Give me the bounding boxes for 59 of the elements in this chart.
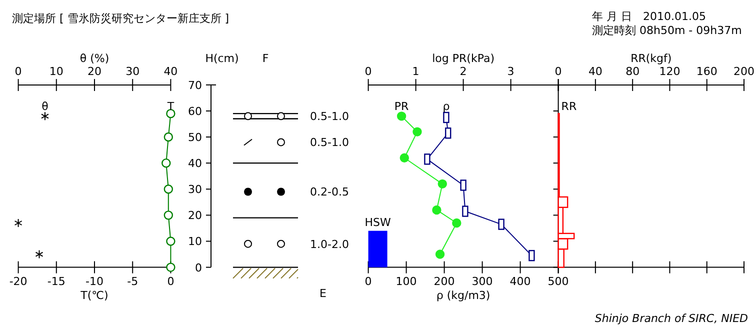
series-label: ρ [442,100,450,113]
y-tick-label: 20 [188,209,202,222]
chart-title: 測定場所 [ 雪氷防災研究センター新庄支所 ] [12,12,230,25]
text: 測定時刻 08h50m - 09h37m [592,24,742,37]
point [164,210,174,220]
text: 年 月 日 2010.01.05 [592,10,706,23]
x2-tick-label: 3 [507,65,514,78]
x-tick-label: -20 [9,275,28,288]
point [162,158,171,168]
text: 0.5-1.0 [310,110,349,124]
x-tick-label: 200 [734,65,754,78]
x-tick-label: 200 [434,275,455,288]
x2-tick-label: 1 [412,65,420,78]
x-tick-label: 40 [588,65,602,78]
x-tick-label: 0 [364,275,372,288]
x2-tick-label: 2 [460,65,467,78]
text: 1.0-2.0 [310,238,349,251]
x-tick-label: 400 [510,275,531,288]
series-label: RR [561,100,577,113]
text: 0.2-0.5 [310,186,349,199]
x-tick-label: 500 [548,275,569,288]
y-axis-title: H(cm) [205,52,239,65]
y-tick-label: 30 [188,183,202,196]
y-tick-label: 60 [188,104,202,118]
x-axis-title: RR(kgf) [630,52,672,65]
x2-tick-label: 10 [49,65,64,78]
x2-tick-label: 20 [88,65,102,78]
point [164,184,174,194]
x-tick-label: 300 [472,275,493,288]
y-tick-label: 50 [188,131,202,144]
y-tick-label: 10 [188,235,202,248]
x-tick-label: -15 [47,275,66,288]
point [166,262,176,272]
y-tick-label: 40 [188,157,202,170]
y-tick-label: 70 [188,78,202,92]
x-tick-label: -5 [127,275,138,288]
point [166,236,176,246]
text: 0.5-1.0 [310,136,349,150]
x-tick-label: 80 [626,65,640,78]
series-label: θ [42,100,49,113]
x-tick-label: 0 [554,65,562,78]
x-tick-label: 160 [696,65,718,78]
x2-tick-label: 30 [126,65,140,78]
text: Shinjo Branch of SIRC, NIED [594,312,748,325]
point [164,132,174,142]
x-axis-title: ρ (kg/m3) [436,289,490,302]
series-label: HSW [364,216,391,229]
x-tick-label: 0 [167,275,174,288]
x2-axis-title: θ (%) [80,52,110,65]
x-tick-label: 120 [659,65,680,78]
series-label: T [166,100,174,113]
text: F [262,52,269,65]
text: E [320,287,327,300]
x2-axis-title: log PR(kPa) [432,52,494,65]
x-tick-label: -10 [86,275,104,288]
series-label: PR [394,100,410,113]
y-tick-label: 0 [195,261,202,274]
x-tick-label: 100 [396,275,417,288]
x-axis-title: T(℃) [80,289,108,302]
